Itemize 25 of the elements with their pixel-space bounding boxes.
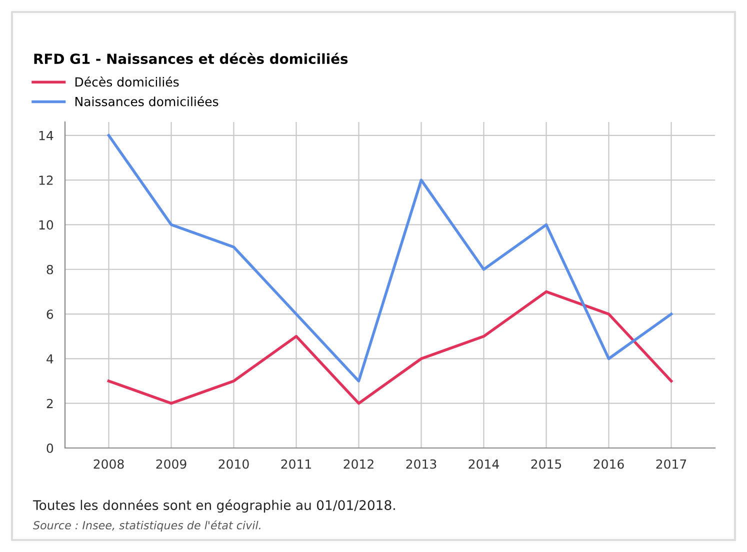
chart-title: RFD G1 - Naissances et décès domiciliés <box>34 52 348 64</box>
y-tick-label: 12 <box>39 176 53 185</box>
x-tick-label: 2016 <box>594 459 624 469</box>
x-tick-label: 2008 <box>94 459 124 469</box>
y-tick-label: 14 <box>39 131 54 140</box>
x-tick-label: 2010 <box>218 459 249 469</box>
x-tick-label: 2012 <box>344 459 374 469</box>
y-tick-label: 8 <box>46 264 54 274</box>
y-tick-label: 6 <box>46 310 54 319</box>
x-tick-label: 2011 <box>281 459 311 469</box>
x-tick-label: 2009 <box>156 459 186 469</box>
x-tick-label: 2013 <box>406 459 436 469</box>
y-tick-label: 2 <box>46 398 53 408</box>
y-tick-label: 4 <box>46 354 54 364</box>
x-tick-label: 2015 <box>531 459 562 469</box>
line-series <box>107 134 673 382</box>
y-tick-label: 0 <box>46 443 54 453</box>
y-tick-label: 10 <box>39 220 54 230</box>
legend-label: Décès domiciliés <box>75 76 179 87</box>
x-tick-label: 2017 <box>656 459 686 469</box>
text: Toutes les données sont en géographie au 01/01/2018. <box>32 499 395 513</box>
source-note: Source : Insee, statistiques de l'état civil. <box>33 520 260 532</box>
x-tick-label: 2014 <box>468 459 499 469</box>
line-series <box>107 290 673 405</box>
legend-label: Naissances domiciliées <box>75 96 218 106</box>
